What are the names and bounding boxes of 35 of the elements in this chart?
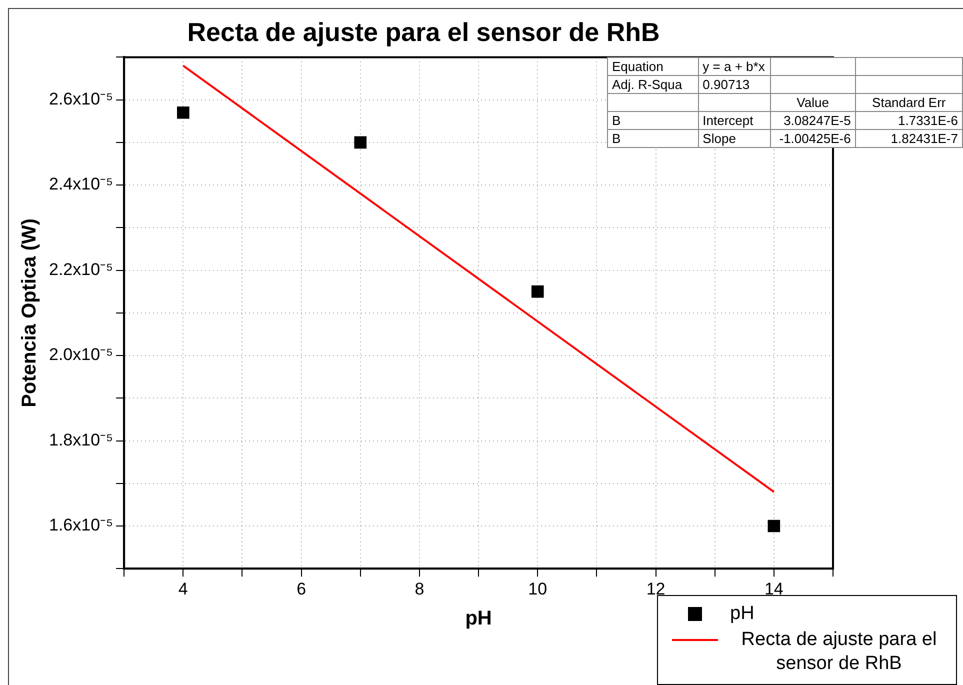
y-tick-label: 2.2x10⁻⁵	[48, 260, 114, 279]
annotation: y = a + b*x	[702, 59, 765, 74]
annotation: 0.90713	[702, 77, 750, 92]
x-tick-label: 12	[646, 579, 666, 598]
annotation: Adj. R-Squa	[612, 77, 682, 92]
annotation: Equation	[612, 59, 664, 74]
x-tick-label: 6	[296, 579, 306, 598]
x-tick-label: 8	[414, 579, 424, 598]
x-tick-label: 14	[764, 579, 784, 598]
y-tick-label: 1.8x10⁻⁵	[48, 430, 114, 450]
annotation: Intercept	[702, 113, 754, 128]
chart-title: Recta de ajuste para el sensor de RhB	[187, 16, 660, 47]
annotation: -1.00425E-6	[779, 131, 851, 146]
annotation: B	[612, 131, 621, 146]
point	[177, 106, 190, 119]
x-tick-label: 4	[178, 579, 188, 598]
x-axis-title: pH	[465, 608, 492, 630]
annotation: Value	[796, 95, 829, 110]
text: Standard Err	[872, 95, 946, 110]
y-axis-title: Potencia Optica (W)	[18, 218, 41, 408]
legend-label: pH	[730, 602, 754, 626]
annotation: 3.08247E-5	[784, 113, 851, 128]
y-tick-label: 2.0x10⁻⁵	[48, 345, 114, 364]
point	[354, 136, 367, 149]
x-tick-label: 10	[528, 579, 548, 598]
text: 1.7331E-6	[898, 113, 958, 128]
y-tick-label: 1.6x10⁻⁵	[48, 516, 114, 535]
annotation: Slope	[702, 131, 736, 146]
point	[768, 520, 780, 532]
y-tick-label: 2.4x10⁻⁵	[48, 174, 114, 194]
text: 1.82431E-7	[890, 131, 958, 146]
annotation: B	[612, 113, 621, 128]
y-tick-label: 2.6x10⁻⁵	[48, 90, 114, 109]
legend-label: Recta de ajuste para el sensor de RhB	[740, 628, 938, 676]
point	[531, 285, 544, 298]
